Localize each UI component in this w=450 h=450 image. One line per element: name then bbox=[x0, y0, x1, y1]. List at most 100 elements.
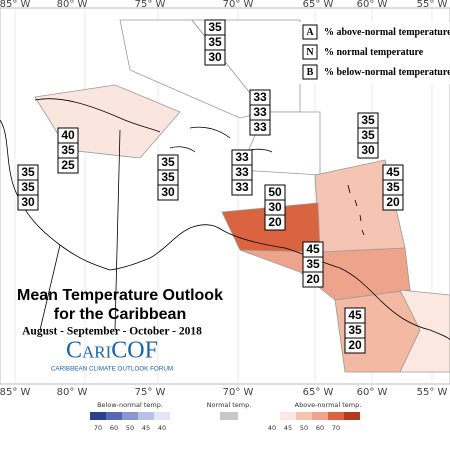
colorbar-tick: 50 bbox=[300, 424, 308, 432]
probability-value: 33 bbox=[235, 180, 249, 194]
probability-value: 30 bbox=[208, 50, 222, 64]
probability-value: 35 bbox=[306, 257, 320, 271]
legend-key-box bbox=[302, 44, 318, 60]
probability-value: 30 bbox=[161, 185, 175, 199]
longitude-labels: 85° W 80° W 75° W 70° W 65° W 60° W 55° W 85° W… bbox=[0, 0, 448, 398]
longitude-label: 60° W bbox=[357, 0, 388, 10]
title: Mean Temperature Outlook bbox=[17, 287, 223, 304]
probability-value: 33 bbox=[253, 90, 267, 104]
colorbar-swatch bbox=[220, 412, 238, 420]
region-boxes: 3535304035253535303535303333333333333535… bbox=[17, 19, 404, 354]
probability-value: 35 bbox=[361, 113, 375, 127]
probability-value: 25 bbox=[61, 158, 75, 172]
colorbar: Below-normal temp. Normal temp. Above-norm… bbox=[90, 401, 361, 432]
colorbar-tick: 70 bbox=[94, 424, 102, 432]
colorbar-swatch bbox=[90, 412, 106, 420]
longitude-label: 65° W bbox=[303, 0, 334, 10]
colorbar-swatch bbox=[280, 412, 296, 420]
colorbar-label: Below-normal temp. bbox=[97, 401, 163, 409]
logo: CariCOF bbox=[66, 338, 158, 364]
period: August - September - October - 2018 bbox=[22, 326, 202, 338]
longitude-label: 75° W bbox=[135, 387, 166, 398]
probability-box bbox=[17, 194, 39, 211]
probability-value: 30 bbox=[361, 143, 375, 157]
probability-value: 33 bbox=[253, 120, 267, 134]
probability-value: 33 bbox=[253, 105, 267, 119]
colorbar-tick: 40 bbox=[158, 424, 166, 432]
probability-box bbox=[157, 184, 179, 201]
legend-text: % below-normal temperature bbox=[324, 67, 450, 78]
probability-value: 20 bbox=[348, 338, 362, 352]
longitude-label: 65° W bbox=[303, 387, 334, 398]
probability-box bbox=[357, 142, 379, 159]
probability-value: 50 bbox=[268, 185, 282, 199]
colorbar-tick: 70 bbox=[332, 424, 340, 432]
probability-value: 35 bbox=[21, 165, 35, 179]
colorbar-swatch bbox=[138, 412, 154, 420]
colorbar-tick: 40 bbox=[268, 424, 276, 432]
probability-value: 35 bbox=[161, 170, 175, 184]
legend-text: % above-normal temperature bbox=[324, 27, 450, 38]
probability-box bbox=[382, 194, 404, 211]
legend-key-box bbox=[302, 64, 318, 80]
probability-box bbox=[204, 49, 226, 66]
probability-value: 35 bbox=[348, 323, 362, 337]
probability-value: 35 bbox=[161, 155, 175, 169]
longitude-label: 85° W bbox=[0, 387, 31, 398]
colorbar-swatch bbox=[296, 412, 312, 420]
probability-value: 35 bbox=[21, 180, 35, 194]
legend-text: % normal temperature bbox=[324, 47, 424, 58]
longitude-label: 75° W bbox=[135, 0, 166, 10]
probability-box bbox=[57, 157, 79, 174]
title: for the Caribbean bbox=[54, 306, 186, 323]
probability-value: 40 bbox=[61, 128, 75, 142]
probability-value: 45 bbox=[348, 308, 362, 322]
probability-value: 30 bbox=[268, 200, 282, 214]
legend-key: B bbox=[307, 67, 314, 78]
probability-value: 35 bbox=[386, 180, 400, 194]
probability-value: 20 bbox=[306, 272, 320, 286]
longitude-label: 85° W bbox=[0, 0, 31, 10]
longitude-label: 80° W bbox=[57, 0, 88, 10]
longitude-label: 60° W bbox=[357, 387, 388, 398]
longitude-label: 80° W bbox=[57, 387, 88, 398]
probability-value: 35 bbox=[208, 20, 222, 34]
colorbar-swatch bbox=[328, 412, 344, 420]
colorbar-label: Above-normal temp. bbox=[295, 401, 362, 409]
longitude-label: 55° W bbox=[417, 387, 448, 398]
probability-value: 20 bbox=[268, 215, 282, 229]
probability-value: 45 bbox=[386, 165, 400, 179]
legend-frame bbox=[295, 22, 450, 84]
logo-subtitle: CARIBBEAN CLIMATE OUTLOOK FORUM bbox=[51, 366, 173, 373]
colorbar-swatch bbox=[106, 412, 122, 420]
colorbar-tick: 60 bbox=[110, 424, 118, 432]
longitude-label: 55° W bbox=[417, 0, 448, 10]
legend: A % above-normal temperature N % normal tem… bbox=[302, 24, 450, 80]
probability-box bbox=[344, 337, 366, 354]
colorbar-swatch bbox=[312, 412, 328, 420]
probability-value: 45 bbox=[306, 242, 320, 256]
probability-value: 20 bbox=[386, 195, 400, 209]
colorbar-tick: 60 bbox=[316, 424, 324, 432]
probability-value: 33 bbox=[235, 165, 249, 179]
probability-box bbox=[264, 214, 286, 231]
colorbar-tick: 50 bbox=[126, 424, 134, 432]
coastlines bbox=[0, 98, 450, 341]
probability-box bbox=[302, 271, 324, 288]
probability-value: 33 bbox=[235, 150, 249, 164]
colorbar-swatch bbox=[344, 412, 360, 420]
colorbar-swatch bbox=[122, 412, 138, 420]
probability-value: 35 bbox=[61, 143, 75, 157]
probability-value: 35 bbox=[208, 35, 222, 49]
longitude-label: 70° W bbox=[223, 387, 254, 398]
colorbar-tick: 45 bbox=[142, 424, 150, 432]
legend-key-box bbox=[302, 24, 318, 40]
probability-box bbox=[231, 179, 253, 196]
colorbar-swatch bbox=[154, 412, 170, 420]
colorbar-label: Normal temp. bbox=[207, 401, 252, 409]
colorbar-tick: 45 bbox=[284, 424, 292, 432]
legend-key: A bbox=[306, 27, 314, 38]
probability-value: 35 bbox=[361, 128, 375, 142]
longitude-label: 70° W bbox=[223, 0, 254, 10]
